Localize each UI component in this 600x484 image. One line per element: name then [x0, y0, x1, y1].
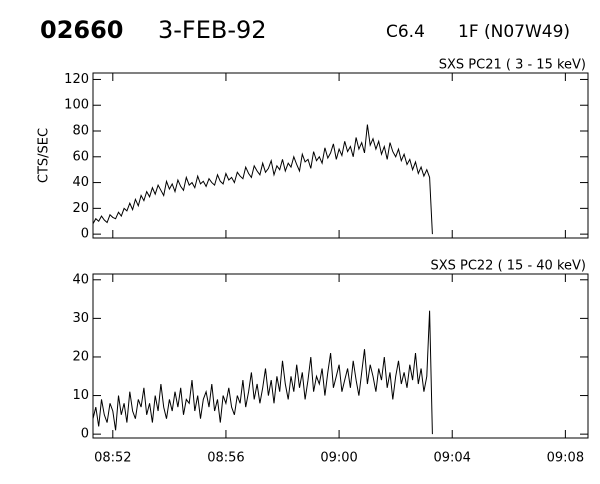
y-tick-label: 40: [72, 272, 89, 287]
date: 3-FEB-92: [158, 16, 267, 44]
y-tick-label: 20: [72, 349, 89, 364]
y-tick-label: 100: [64, 98, 89, 113]
y-axis-label: CTS/SEC: [37, 128, 52, 183]
panel-title: SXS PC22 ( 15 - 40 keV): [430, 259, 586, 274]
data-line: [92, 310, 433, 435]
y-tick-label: 80: [72, 124, 89, 139]
region: 1F (N07W49): [458, 22, 570, 42]
x-tick-label: 08:52: [94, 451, 131, 466]
y-tick-label: 0: [81, 227, 89, 242]
y-tick-label: 0: [81, 427, 89, 442]
y-tick-label: 30: [72, 311, 89, 326]
event-id: 02660: [40, 16, 124, 44]
x-tick-label: 09:00: [320, 451, 357, 466]
plot-frame: [92, 273, 589, 439]
x-tick-label: 09:08: [547, 451, 584, 466]
y-tick-label: 10: [72, 388, 89, 403]
y-tick-label: 120: [64, 72, 89, 87]
panel-title: SXS PC21 ( 3 - 15 keV): [439, 58, 586, 73]
y-tick-label: 40: [72, 175, 89, 190]
plot-frame: [92, 72, 589, 239]
flare-class: C6.4: [386, 22, 425, 42]
data-line: [92, 124, 433, 235]
y-tick-label: 60: [72, 149, 89, 164]
x-tick-label: 09:04: [433, 451, 470, 466]
y-tick-label: 20: [72, 201, 89, 216]
x-tick-label: 08:56: [207, 451, 244, 466]
